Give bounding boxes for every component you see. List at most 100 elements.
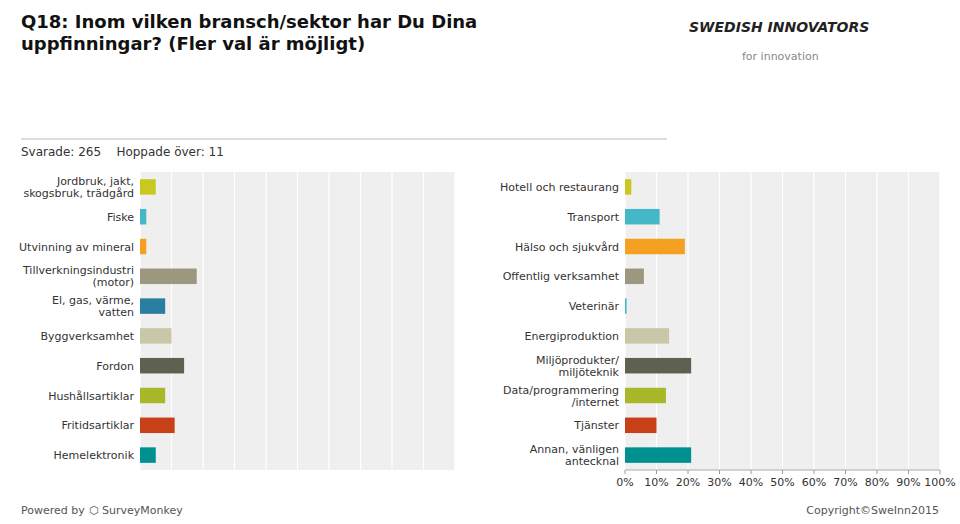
text-line: Hälso och sjukvård — [515, 241, 619, 254]
text-line: Fordon — [96, 360, 134, 373]
bar — [140, 179, 156, 194]
bar — [625, 388, 666, 403]
logo-subtext: for innovation — [742, 50, 819, 63]
text-line: (motor) — [92, 276, 134, 289]
tick-mark — [751, 470, 752, 474]
grid-line — [939, 172, 940, 470]
bar — [625, 358, 691, 373]
category-label: Jordbruk, jakt,skogsbruk, trädgård — [23, 175, 134, 200]
grid-line — [813, 172, 814, 470]
bar — [140, 269, 197, 284]
tick-mark — [719, 470, 720, 474]
bar — [140, 358, 184, 373]
grid-line — [687, 172, 688, 470]
category-label: Transport — [566, 211, 619, 224]
bar — [140, 298, 165, 313]
bars — [140, 179, 197, 463]
tick-label: 70% — [833, 476, 857, 489]
subtitle: Svarade: 265 Hoppade över: 11 — [21, 145, 224, 159]
category-label: Tjänster — [573, 419, 619, 432]
tick-label: 80% — [865, 476, 889, 489]
grid-line — [845, 172, 846, 470]
grid-line — [391, 172, 392, 470]
category-label: Hälso och sjukvård — [515, 241, 619, 254]
tick-mark — [877, 470, 878, 474]
tick-mark — [782, 470, 783, 474]
category-label: Hotell och restaurang — [500, 181, 619, 194]
bar — [140, 239, 146, 254]
category-label: Veterinär — [569, 300, 620, 313]
grid-line — [876, 172, 877, 470]
panel: 0%10%20%30%40%50%60%70%80%90%100%Hotell … — [500, 172, 956, 489]
category-label: Byggverksamhet — [41, 330, 135, 343]
bar — [140, 418, 175, 433]
tick-label: 50% — [770, 476, 794, 489]
category-label: Offentlig verksamhet — [503, 270, 620, 283]
text-line: skogsbruk, trädgård — [23, 187, 134, 200]
tick-label: 20% — [676, 476, 700, 489]
tick-mark — [845, 470, 846, 474]
text-line: Offentlig verksamhet — [503, 270, 620, 283]
category-label: Data/programmering/internet — [503, 384, 620, 409]
bar — [625, 328, 669, 343]
tick-mark — [908, 470, 909, 474]
tick-mark — [814, 470, 815, 474]
tick-label: 90% — [896, 476, 920, 489]
bar — [140, 447, 156, 462]
bar — [625, 179, 631, 194]
x-axis-line — [625, 470, 940, 471]
grid-line — [328, 172, 329, 470]
grid-line — [234, 172, 235, 470]
category-label: Energiproduktion — [525, 330, 619, 343]
plot-background — [140, 172, 455, 470]
grid-line — [202, 172, 203, 470]
tick-mark — [688, 470, 689, 474]
bar — [625, 239, 685, 254]
tick-mark — [656, 470, 657, 474]
text-line: Fritidsartiklar — [61, 419, 134, 432]
grid-line — [423, 172, 424, 470]
category-label: Fritidsartiklar — [61, 419, 134, 432]
category-label: Hemelektronik — [54, 449, 135, 462]
bars — [625, 179, 691, 463]
category-label: Fiske — [107, 211, 134, 224]
tick-label: 100% — [924, 476, 955, 489]
grid-line — [908, 172, 909, 470]
text-line: Byggverksamhet — [41, 330, 135, 343]
text-line: miljöteknik — [559, 366, 620, 379]
logo-text: SWEDISH INNOVATORS — [689, 19, 869, 35]
text-line: Hemelektronik — [54, 449, 135, 462]
text-line: Veterinär — [569, 300, 620, 313]
tick-label: 60% — [802, 476, 826, 489]
text-line: uppfinningar? (Fler val är möjligt) — [21, 33, 365, 54]
footer-right: Copyright©SweInn2015 — [806, 504, 939, 517]
text-line: Tjänster — [573, 419, 619, 432]
text-line: Fiske — [107, 211, 134, 224]
category-label: El, gas, värme,vatten — [52, 294, 134, 319]
title: Q18: Inom vilken bransch/sektor har Du D… — [21, 11, 477, 54]
category-label: Miljöprodukter/miljöteknik — [536, 354, 620, 379]
grid-line — [454, 172, 455, 470]
text-line: Energiproduktion — [525, 330, 619, 343]
bar — [140, 209, 146, 224]
category-label: Utvinning av mineral — [19, 241, 134, 254]
bar — [625, 209, 660, 224]
bar — [625, 418, 657, 433]
text-line: Hotell och restaurang — [500, 181, 619, 194]
category-label: Fordon — [96, 360, 134, 373]
text-line: Hushållsartiklar — [48, 390, 134, 403]
text-line: Transport — [566, 211, 619, 224]
tick-label: 10% — [644, 476, 668, 489]
grid-line — [782, 172, 783, 470]
text-line: /internet — [572, 396, 620, 409]
bar — [625, 447, 691, 462]
panel: Jordbruk, jakt,skogsbruk, trädgård Fiske U… — [19, 172, 455, 470]
bar — [625, 298, 627, 313]
footer-brand: ⬡ SurveyMonkey — [89, 504, 183, 517]
text-line: vatten — [98, 306, 134, 319]
tick-mark — [940, 470, 941, 474]
footer-left: Powered by — [21, 504, 85, 517]
text-line: Q18: Inom vilken bransch/sektor har Du D… — [21, 11, 477, 32]
bar — [625, 269, 644, 284]
grid-line — [750, 172, 751, 470]
